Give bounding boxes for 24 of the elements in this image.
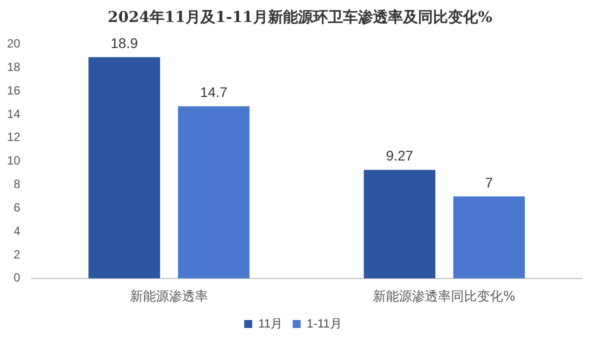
y-tick-label: 14 [6,106,21,121]
y-tick-label: 0 [14,270,21,285]
legend-label: 11月 [258,316,283,330]
bar [364,170,436,278]
data-label: 14.7 [200,84,228,100]
data-label: 9.27 [386,148,414,164]
y-tick-label: 4 [14,224,21,238]
data-label: 7 [485,174,494,190]
y-tick-label: 2 [14,247,21,262]
y-tick-label: 12 [6,130,21,144]
x-tick-label: 新能源渗透率同比变化% [373,288,516,305]
data-label: 18.9 [110,34,138,51]
bar [178,106,250,278]
y-tick-label: 6 [14,200,21,214]
x-tick-label: 新能源渗透率 [130,288,208,305]
y-tick-label: 16 [6,83,21,98]
y-tick-label: 18 [6,60,21,74]
y-tick-label: 8 [14,177,21,192]
y-tick-label: 10 [6,154,21,168]
bar [88,57,160,278]
y-tick-label: 20 [6,36,21,51]
chart-title: 2024年11月及1-11月新能源环卫车渗透率及同比变化% [106,8,494,27]
bar [453,196,525,278]
legend-label: 1-11月 [306,316,342,330]
